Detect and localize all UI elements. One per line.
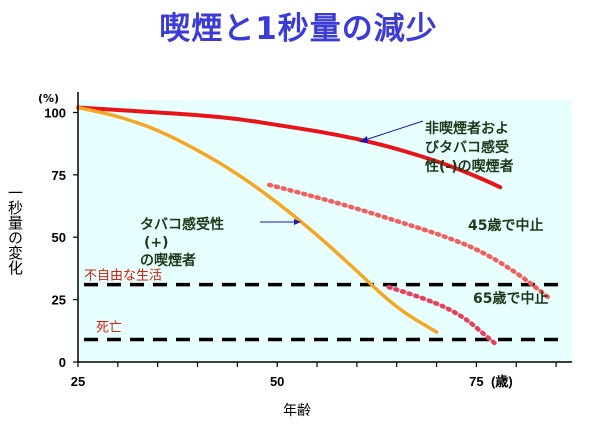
- annotation-quit-65: 65歳で中止: [473, 290, 548, 307]
- reference-lines: [84, 282, 560, 342]
- annotation-arrows: [260, 120, 424, 225]
- series-line-2: [266, 182, 551, 300]
- reference-label-death: 死亡: [96, 321, 122, 336]
- x-tick-label: 75: [469, 374, 483, 389]
- annotation-sensitive-line2: (+): [144, 235, 169, 251]
- series-group: [76, 105, 551, 347]
- arrow-nonsmoker-head: [359, 136, 368, 143]
- y-tick-label: 100: [44, 105, 66, 120]
- annotation-quit-45: 45歳で中止: [468, 217, 543, 234]
- axes: 0 25 50 75 100 25 50 75: [44, 92, 572, 389]
- x-tick-label: 25: [71, 374, 85, 389]
- annotation-nonsmoker-line1: 非喫煙者およ: [425, 120, 509, 137]
- annotation-nonsmoker-line3: 性(-)の喫煙者: [425, 158, 514, 175]
- y-unit-label: (%): [38, 92, 59, 105]
- arrow-sensitive-head: [294, 219, 301, 225]
- reference-label-disabled-life: 不自由な生活: [84, 269, 162, 284]
- chart-title: 喫煙と1秒量の減少: [159, 11, 438, 47]
- arrow-nonsmoker-line: [361, 120, 424, 142]
- series-line-0: [76, 105, 503, 190]
- series-line-1: [76, 105, 439, 334]
- y-tick-label: 25: [52, 293, 66, 308]
- y-axis-label: 一秒量の変化: [6, 185, 24, 275]
- y-tick-label: 0: [59, 355, 66, 370]
- y-tick-label: 75: [52, 168, 66, 183]
- plot-background: [78, 100, 572, 362]
- x-tick-label: 50: [270, 374, 284, 389]
- series-line-3: [386, 284, 499, 347]
- annotation-sensitive-line3: の喫煙者: [140, 252, 196, 269]
- annotation-sensitive-line1: タバコ感受性: [140, 216, 224, 233]
- annotation-nonsmoker-line2: びタバコ感受: [425, 139, 509, 156]
- y-tick-label: 50: [52, 230, 66, 245]
- x-axis-label: 年齢: [283, 403, 311, 419]
- x-unit-label: (歳): [491, 374, 513, 389]
